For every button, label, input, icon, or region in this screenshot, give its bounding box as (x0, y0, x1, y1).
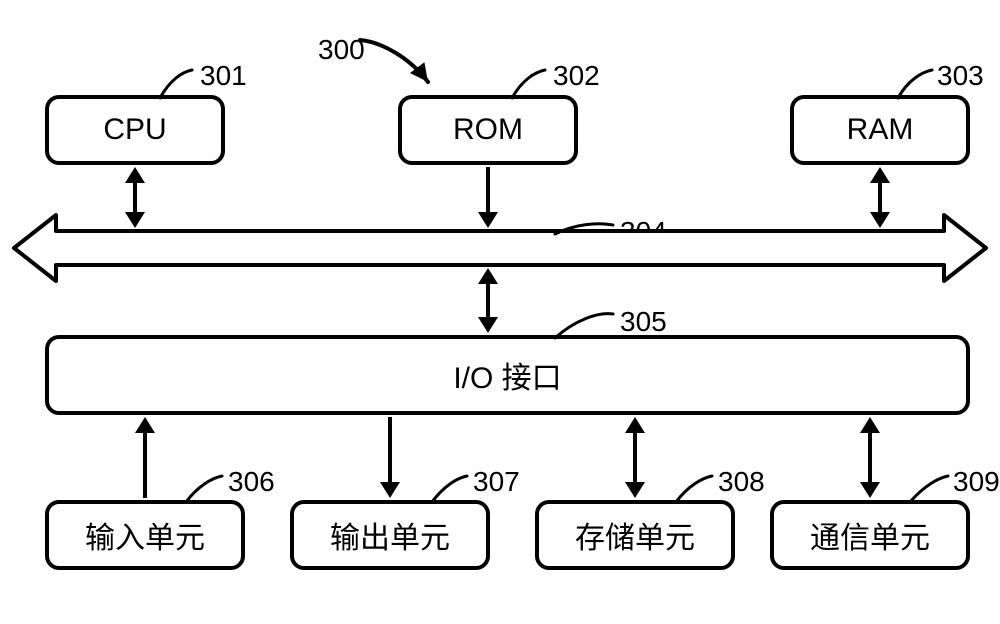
ref-304: 304 (620, 216, 667, 248)
box-comm: 通信单元 (770, 500, 970, 570)
box-output: 输出单元 (290, 500, 490, 570)
box-rom-label: ROM (453, 113, 523, 147)
box-storage: 存储单元 (535, 500, 735, 570)
box-storage-label: 存储单元 (575, 513, 695, 557)
box-input: 输入单元 (45, 500, 245, 570)
ref-305: 305 (620, 306, 667, 338)
ref-308: 308 (718, 466, 765, 498)
ref-306: 306 (228, 466, 275, 498)
box-output-label: 输出单元 (330, 513, 450, 557)
ref-307: 307 (473, 466, 520, 498)
box-ram-label: RAM (847, 113, 914, 147)
box-cpu-label: CPU (103, 113, 166, 147)
box-input-label: 输入单元 (85, 513, 205, 557)
diagram-stage: CPU ROM RAM I/O 接口 输入单元 输出单元 存储单元 通信单元 3… (0, 0, 1000, 624)
box-rom: ROM (398, 95, 578, 165)
ref-302: 302 (553, 60, 600, 92)
box-comm-label: 通信单元 (810, 513, 930, 557)
box-cpu: CPU (45, 95, 225, 165)
ref-309: 309 (953, 466, 1000, 498)
box-ram: RAM (790, 95, 970, 165)
box-io-label: I/O 接口 (453, 353, 561, 397)
ref-301: 301 (200, 60, 247, 92)
ref-303: 303 (937, 60, 984, 92)
ref-300: 300 (318, 34, 365, 66)
box-io: I/O 接口 (45, 335, 970, 415)
